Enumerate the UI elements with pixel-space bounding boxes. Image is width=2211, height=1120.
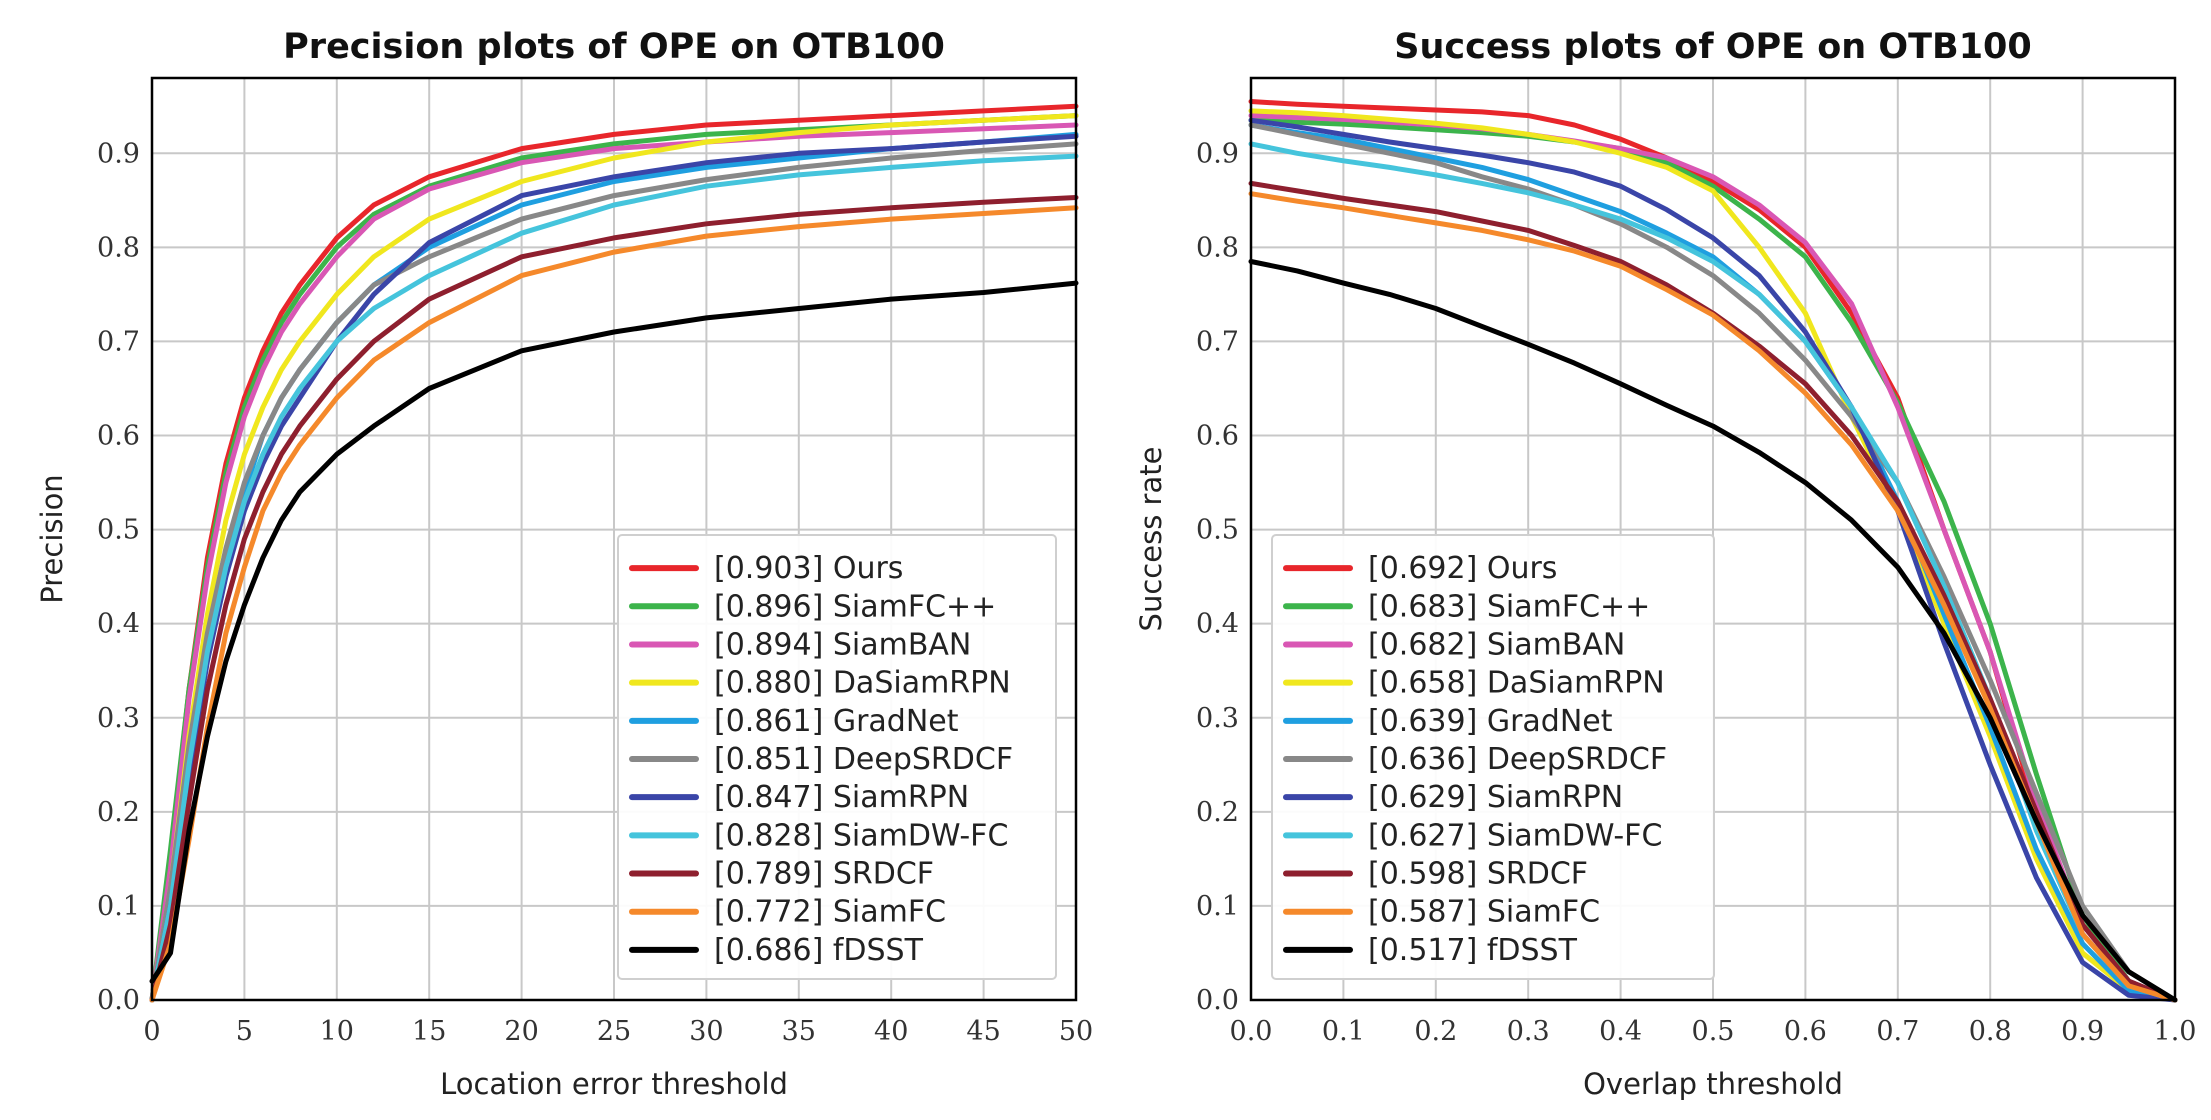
y-tick-label: 0.4 bbox=[97, 609, 140, 640]
legend-entry: [0.658] DaSiamRPN bbox=[1368, 666, 1665, 701]
legend-entry: [0.517] fDSST bbox=[1368, 933, 1578, 968]
series-line-deepsrdcf bbox=[149, 141, 1079, 1003]
y-tick-label: 0.3 bbox=[97, 703, 140, 734]
y-tick-label: 0.4 bbox=[1196, 609, 1239, 640]
y-tick-label: 0.8 bbox=[97, 232, 140, 263]
series-line-siamdw-fc bbox=[149, 153, 1079, 1003]
legend-entry: [0.880] DaSiamRPN bbox=[714, 666, 1011, 701]
legend-entry: [0.587] SiamFC bbox=[1368, 895, 1600, 930]
y-tick-label: 0.5 bbox=[1196, 515, 1239, 546]
x-tick-label: 5 bbox=[236, 1016, 253, 1047]
legend-entry: [0.629] SiamRPN bbox=[1368, 780, 1623, 815]
x-tick-label: 40 bbox=[874, 1016, 908, 1047]
legend-entry: [0.772] SiamFC bbox=[714, 895, 946, 930]
legend-entry: [0.686] fDSST bbox=[714, 933, 924, 968]
y-tick-label: 0.5 bbox=[97, 515, 140, 546]
x-tick-label: 10 bbox=[320, 1016, 354, 1047]
legend-entry: [0.682] SiamBAN bbox=[1368, 627, 1625, 662]
y-tick-label: 0.0 bbox=[1196, 985, 1239, 1016]
legend-box bbox=[1271, 534, 1715, 980]
legend-entry: [0.598] SRDCF bbox=[1368, 857, 1588, 892]
x-tick-label: 35 bbox=[782, 1016, 816, 1047]
legend-entry: [0.851] DeepSRDCF bbox=[714, 742, 1013, 777]
x-tick-label: 25 bbox=[597, 1016, 631, 1047]
legend-entry: [0.828] SiamDW-FC bbox=[714, 818, 1008, 853]
legend-entry: [0.903] Ours bbox=[714, 551, 903, 586]
x-tick-label: 0.0 bbox=[1230, 1016, 1273, 1047]
legend: [0.903] Ours[0.896] SiamFC++[0.894] Siam… bbox=[617, 534, 1057, 980]
x-tick-label: 45 bbox=[966, 1016, 1000, 1047]
legend-entry: [0.896] SiamFC++ bbox=[714, 589, 996, 624]
chart-title: Success plots of OPE on OTB100 bbox=[1394, 27, 2032, 67]
y-axis-label: Success rate bbox=[1134, 447, 1168, 632]
x-axis-label: Location error threshold bbox=[440, 1067, 788, 1101]
y-tick-label: 0.2 bbox=[1196, 797, 1239, 828]
y-axis-label: Precision bbox=[35, 474, 69, 603]
plot-frame bbox=[1249, 76, 2177, 1002]
legend-entry: [0.639] GradNet bbox=[1368, 704, 1613, 739]
series-line-deepsrdcf bbox=[1248, 122, 2178, 1003]
chart-title: Precision plots of OPE on OTB100 bbox=[283, 27, 945, 67]
x-tick-label: 0.1 bbox=[1322, 1016, 1365, 1047]
x-tick-label: 30 bbox=[689, 1016, 723, 1047]
legend-box bbox=[617, 534, 1057, 980]
x-tick-label: 0.2 bbox=[1414, 1016, 1457, 1047]
y-tick-label: 0.6 bbox=[1196, 421, 1239, 452]
y-tick-label: 0.3 bbox=[1196, 703, 1239, 734]
y-tick-label: 0.6 bbox=[97, 421, 140, 452]
y-tick-label: 0.7 bbox=[1196, 326, 1239, 357]
series-line-siamrpn bbox=[1248, 117, 2178, 1003]
x-tick-label: 0.3 bbox=[1507, 1016, 1550, 1047]
legend-entry: [0.894] SiamBAN bbox=[714, 627, 971, 662]
y-tick-label: 0.2 bbox=[97, 797, 140, 828]
x-tick-label: 50 bbox=[1059, 1016, 1093, 1047]
y-tick-label: 0.1 bbox=[1196, 891, 1239, 922]
x-tick-label: 0.4 bbox=[1599, 1016, 1642, 1047]
legend-entry: [0.627] SiamDW-FC bbox=[1368, 818, 1662, 853]
y-tick-label: 0.7 bbox=[97, 326, 140, 357]
x-tick-label: 15 bbox=[412, 1016, 446, 1047]
legend-entry: [0.861] GradNet bbox=[714, 704, 959, 739]
y-tick-label: 0.0 bbox=[97, 985, 140, 1016]
x-tick-label: 0.5 bbox=[1692, 1016, 1735, 1047]
precision-chart: Precision plots of OPE on OTB100 0 5 10 15 20… bbox=[35, 27, 1093, 1101]
x-tick-label: 0.7 bbox=[1876, 1016, 1919, 1047]
series-line-dasiamrpn bbox=[1248, 108, 2178, 1003]
legend-entry: [0.692] Ours bbox=[1368, 551, 1557, 586]
x-tick-label: 0.8 bbox=[1969, 1016, 2012, 1047]
x-tick-label: 1.0 bbox=[2154, 1016, 2197, 1047]
y-tick-label: 0.9 bbox=[1196, 138, 1239, 169]
x-axis-label: Overlap threshold bbox=[1583, 1067, 1843, 1101]
y-tick-label: 0.8 bbox=[1196, 232, 1239, 263]
legend-entry: [0.683] SiamFC++ bbox=[1368, 589, 1650, 624]
y-tick-label: 0.1 bbox=[97, 891, 140, 922]
legend-entry: [0.847] SiamRPN bbox=[714, 780, 969, 815]
plot-frame bbox=[150, 76, 1078, 1002]
y-tick-label: 0.9 bbox=[97, 138, 140, 169]
success-chart: Success plots of OPE on OTB100 0.0 0.1 0.2 0… bbox=[1134, 27, 2196, 1101]
legend: [0.692] Ours[0.683] SiamFC++[0.682] Siam… bbox=[1271, 534, 1715, 980]
series-line-fdsst bbox=[1248, 259, 2178, 1003]
legend-entry: [0.789] SRDCF bbox=[714, 857, 934, 892]
x-tick-label: 0.6 bbox=[1784, 1016, 1827, 1047]
series-line-srdcf bbox=[149, 195, 1079, 1003]
series-line-fdsst bbox=[149, 280, 1079, 984]
series-line-gradnet bbox=[1248, 122, 2178, 1003]
x-tick-label: 0 bbox=[143, 1016, 160, 1047]
series-line-siamfc- bbox=[1248, 117, 2178, 1003]
series-line-siamban bbox=[149, 122, 1079, 1003]
series-line-dasiamrpn bbox=[149, 113, 1079, 1003]
x-tick-label: 0.9 bbox=[2061, 1016, 2104, 1047]
x-tick-label: 20 bbox=[504, 1016, 538, 1047]
legend-entry: [0.636] DeepSRDCF bbox=[1368, 742, 1667, 777]
